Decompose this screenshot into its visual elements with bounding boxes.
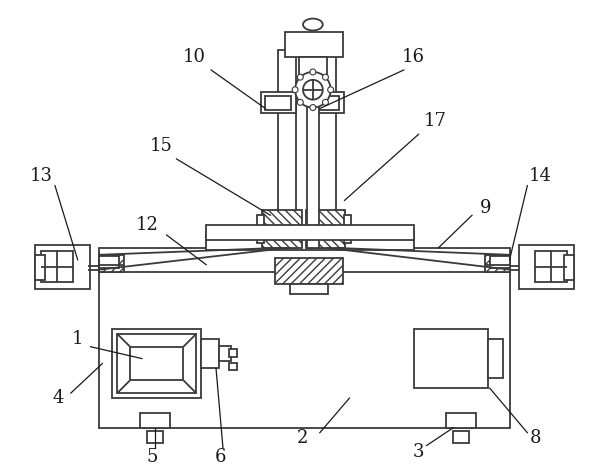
Bar — [35, 245, 90, 289]
Bar — [262, 210, 302, 248]
Bar — [99, 255, 124, 272]
Circle shape — [303, 80, 323, 100]
Bar — [99, 270, 510, 428]
Bar — [206, 225, 414, 240]
Text: 16: 16 — [402, 48, 425, 66]
Bar — [313, 95, 339, 110]
Bar — [308, 92, 344, 114]
Text: 14: 14 — [529, 167, 551, 185]
Bar — [564, 255, 574, 281]
Bar — [306, 210, 345, 248]
Bar — [488, 339, 502, 378]
Bar — [256, 215, 264, 243]
Bar — [99, 248, 510, 272]
Bar — [490, 256, 510, 267]
Bar — [261, 92, 296, 114]
Bar — [307, 55, 319, 248]
Bar — [453, 431, 469, 443]
Circle shape — [310, 104, 316, 111]
Bar — [229, 362, 237, 370]
Text: 4: 4 — [52, 389, 64, 407]
Bar — [147, 431, 162, 443]
Text: 12: 12 — [135, 216, 158, 234]
Bar — [275, 258, 342, 285]
Bar — [285, 32, 342, 57]
Bar — [344, 215, 351, 243]
Circle shape — [322, 74, 328, 80]
Ellipse shape — [303, 19, 323, 30]
Bar — [278, 50, 296, 248]
Bar — [117, 334, 196, 393]
Bar — [35, 255, 45, 281]
Bar — [265, 95, 291, 110]
Bar — [485, 255, 510, 272]
Bar — [130, 347, 184, 380]
Bar — [112, 329, 201, 398]
Text: 10: 10 — [183, 48, 206, 66]
Bar — [519, 245, 574, 289]
Circle shape — [295, 72, 331, 107]
Circle shape — [298, 74, 303, 80]
Circle shape — [292, 87, 298, 93]
Bar — [414, 329, 488, 388]
Circle shape — [322, 99, 328, 105]
Text: 1: 1 — [72, 330, 84, 348]
Text: 2: 2 — [298, 428, 308, 446]
Text: 6: 6 — [215, 448, 227, 466]
Bar — [318, 50, 336, 248]
Circle shape — [328, 87, 334, 93]
Circle shape — [298, 99, 303, 105]
Circle shape — [310, 69, 316, 75]
Bar — [206, 232, 414, 250]
Bar — [299, 57, 327, 77]
Bar — [219, 346, 231, 361]
Bar — [201, 339, 219, 369]
Bar — [535, 251, 567, 283]
Bar — [290, 285, 328, 294]
Text: 5: 5 — [146, 448, 158, 466]
Bar — [99, 256, 119, 267]
Text: 15: 15 — [150, 137, 173, 155]
Bar — [41, 251, 73, 283]
Text: 13: 13 — [30, 167, 53, 185]
Bar — [229, 349, 237, 357]
Text: 3: 3 — [413, 444, 424, 461]
Bar — [446, 413, 476, 428]
Text: 17: 17 — [424, 113, 447, 130]
Text: 8: 8 — [530, 428, 541, 446]
Bar — [140, 413, 170, 428]
Text: 9: 9 — [480, 200, 491, 218]
